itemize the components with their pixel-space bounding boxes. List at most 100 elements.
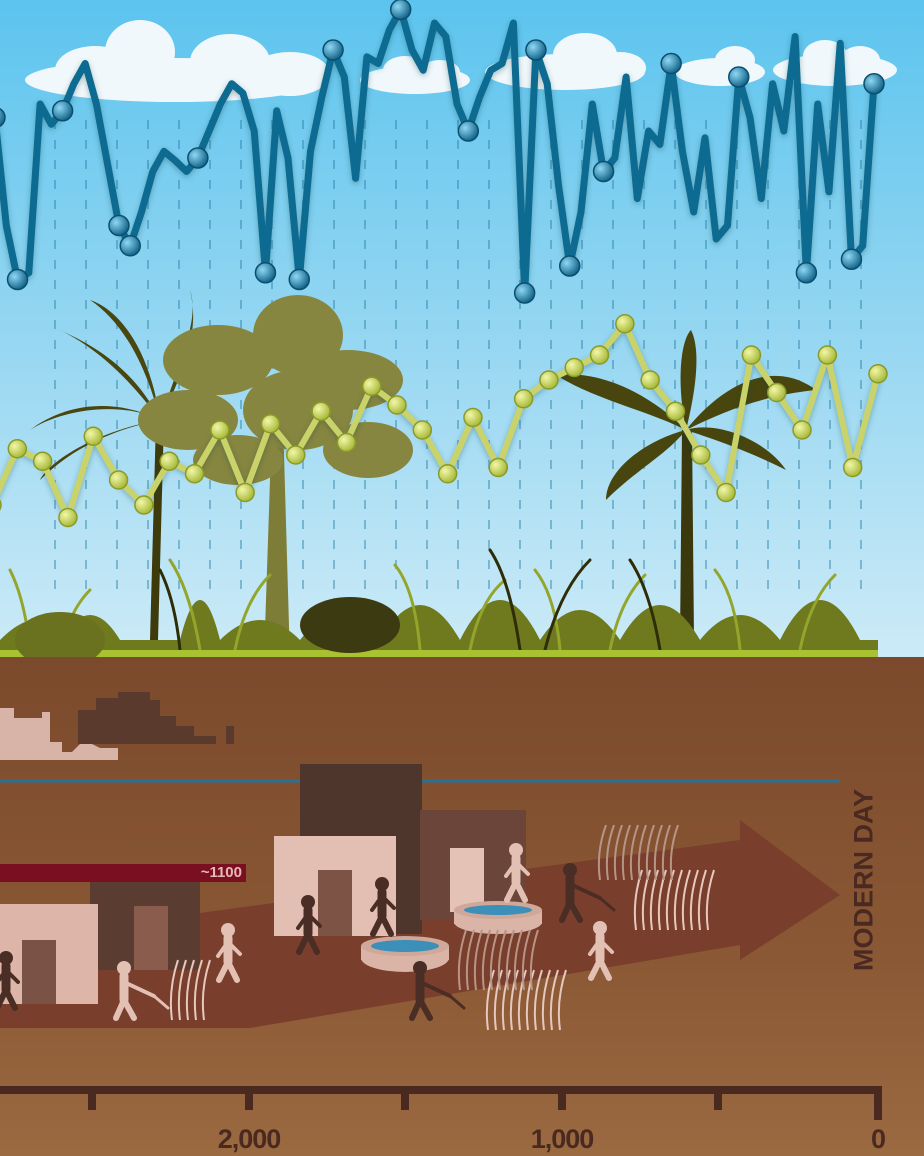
series-marker [0, 107, 6, 128]
series-marker [558, 255, 581, 277]
series-marker [463, 407, 483, 428]
series-marker [361, 376, 382, 396]
series-upper [0, 0, 885, 304]
series-marker [387, 395, 407, 415]
person-figure [409, 961, 466, 1021]
axis-tick [245, 1090, 253, 1110]
series-marker [691, 445, 711, 465]
series-marker [716, 482, 736, 503]
wheat-stalk [529, 929, 539, 991]
series-marker [792, 420, 812, 440]
x-tick-label: 2,000 [217, 1124, 282, 1154]
wheat-stalk [637, 824, 647, 881]
x-tick-label: 1,000 [530, 1124, 595, 1154]
series-marker [210, 420, 230, 440]
wheat-stalk [509, 969, 519, 1031]
wheat-stalk [661, 824, 671, 881]
series-marker [159, 451, 179, 471]
wheat-stalk [517, 969, 527, 1031]
series-marker [640, 370, 660, 390]
series-marker [513, 282, 536, 304]
timeline-axis [0, 1086, 882, 1120]
wheat-stalk [533, 969, 543, 1031]
wheat-stalk [193, 959, 203, 1021]
axis-tick [558, 1090, 566, 1110]
series-marker [840, 248, 863, 270]
series-marker [51, 100, 74, 122]
wheat-stalk [485, 969, 495, 1031]
series-marker [184, 464, 205, 484]
series-marker [187, 147, 209, 169]
wheat-stalk [505, 929, 515, 991]
series-lower [0, 314, 888, 528]
wheat-stalk [481, 929, 491, 991]
axis-tick [714, 1090, 722, 1110]
series-marker [7, 439, 28, 459]
series-marker [336, 432, 357, 453]
wheat-stalk [649, 869, 659, 931]
wheat-stalk [513, 929, 523, 991]
series-marker [32, 451, 53, 471]
series-marker [288, 268, 311, 291]
series-marker [235, 482, 255, 503]
wheat-stalk [641, 869, 651, 931]
series-marker [286, 445, 306, 465]
wheat-stalk [597, 824, 607, 881]
wheat-stalk [681, 869, 691, 931]
wheat-stalk [465, 929, 475, 991]
series-marker [615, 314, 635, 334]
series-marker [592, 160, 615, 183]
series-marker [0, 499, 2, 511]
wheat-stalk [605, 824, 615, 881]
series-marker [58, 507, 78, 528]
person-figure [113, 961, 170, 1021]
series-marker [389, 0, 412, 21]
wheat [169, 869, 715, 1031]
wheat-stalk [557, 969, 567, 1031]
series-marker [260, 414, 281, 434]
cloud [485, 33, 646, 90]
annotation-badge: ~1100 [0, 864, 246, 882]
wheat-stalk [177, 959, 187, 1021]
wheat-stalk [669, 824, 679, 881]
series-marker [665, 401, 686, 421]
wheat-stalk [665, 869, 675, 931]
people [0, 843, 616, 1021]
series-marker [488, 457, 509, 478]
wheat-stalk [621, 824, 631, 881]
series-marker [254, 262, 277, 284]
axis-tick [88, 1090, 96, 1110]
series-marker [842, 457, 863, 478]
wheat-stalk [673, 869, 683, 931]
wheat-stalk [645, 824, 655, 881]
series-marker [525, 39, 547, 61]
series-marker [863, 73, 885, 95]
modern-day-label: MODERN DAY [848, 788, 879, 972]
cloud [25, 20, 330, 102]
series-marker [119, 235, 141, 257]
series-marker [134, 495, 154, 515]
person-figure [588, 921, 614, 981]
wheat-stalk [705, 869, 715, 931]
wheat-stalk [489, 929, 499, 991]
series-marker [108, 470, 129, 490]
series-marker [6, 268, 29, 291]
wheat-stalk [493, 969, 503, 1031]
wheat-stalk [689, 869, 699, 931]
person-figure [216, 923, 242, 983]
buildings [0, 764, 526, 1004]
series-marker [322, 39, 344, 61]
person-figure [559, 863, 616, 923]
series-marker [311, 401, 331, 421]
wheat-stalk [541, 969, 551, 1031]
wheat-stalk [473, 929, 483, 991]
wheat-stalk [501, 969, 511, 1031]
series-line [0, 6, 878, 297]
axis-tick [401, 1090, 409, 1110]
series-marker [728, 66, 750, 88]
series-marker [513, 389, 534, 409]
series-marker [766, 382, 787, 403]
wheat-stalk [549, 969, 559, 1031]
